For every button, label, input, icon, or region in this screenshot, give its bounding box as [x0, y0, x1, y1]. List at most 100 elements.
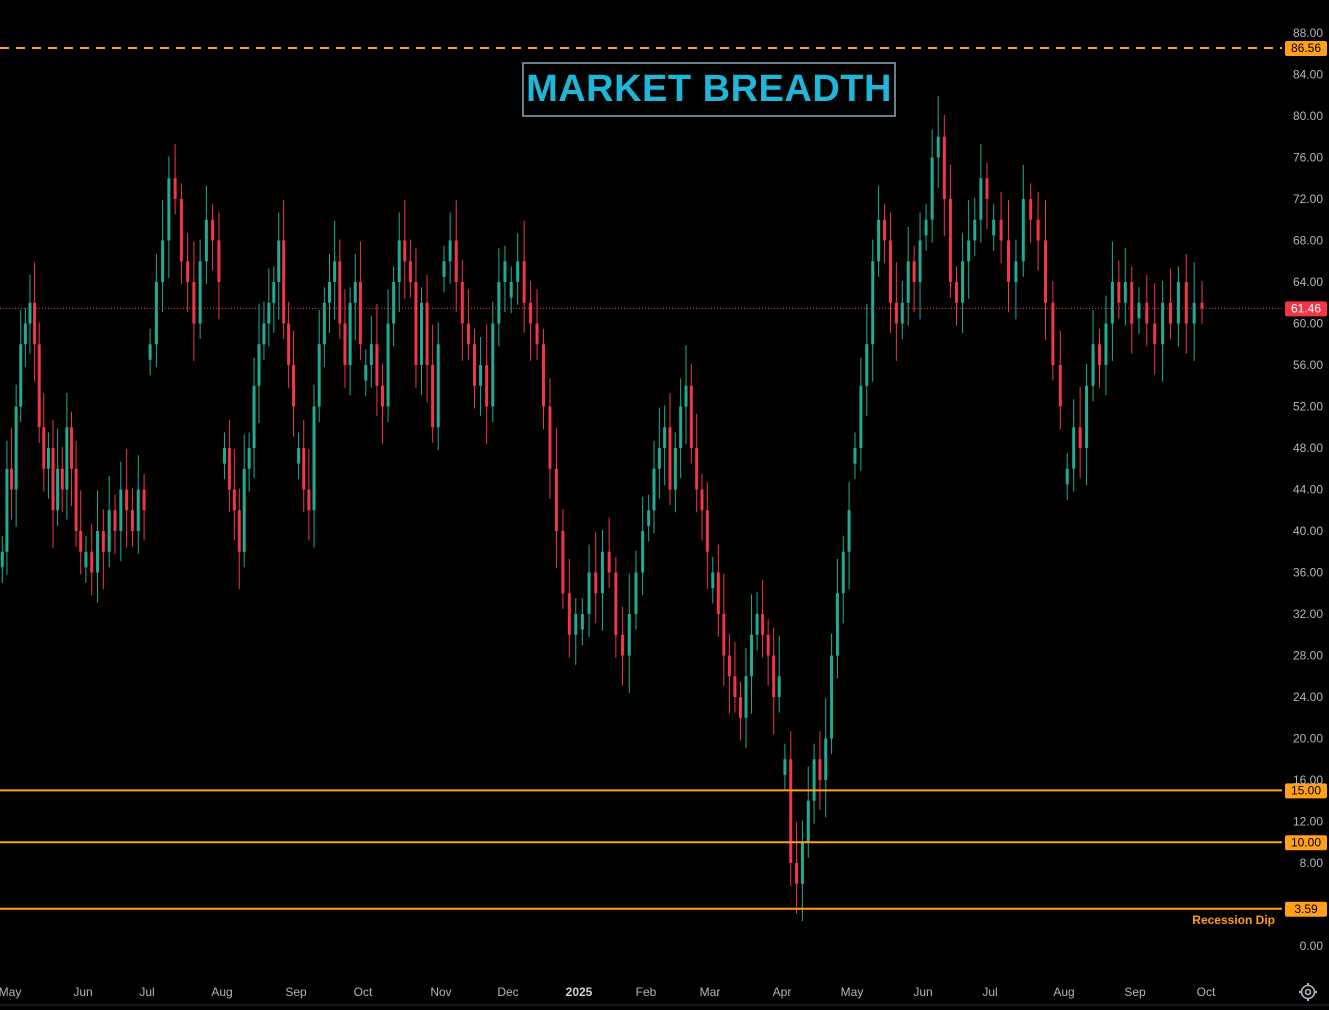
y-tick-label: 68.00 [1293, 234, 1323, 248]
candle [1192, 262, 1196, 361]
candle [529, 280, 533, 361]
candle [1051, 280, 1055, 381]
candle [830, 633, 834, 755]
level-label: 10.00 [1291, 835, 1321, 849]
candle [554, 428, 558, 569]
candle [652, 440, 656, 534]
candle [442, 245, 446, 293]
candle [948, 164, 952, 298]
candle [509, 266, 513, 314]
candle [10, 428, 14, 520]
candle [888, 212, 892, 333]
candle [282, 200, 286, 340]
candle [877, 185, 881, 277]
x-tick-label: Oct [354, 985, 373, 999]
candle [497, 247, 501, 347]
candle [733, 642, 737, 713]
level-annotation: Recession Dip [1192, 913, 1275, 927]
candle [700, 473, 704, 541]
candle [992, 204, 996, 251]
candle [561, 509, 565, 609]
level-label: 15.00 [1291, 783, 1321, 797]
candle [136, 455, 140, 554]
candle [227, 419, 231, 513]
candle [1184, 253, 1188, 354]
candle [46, 432, 50, 499]
candle [979, 144, 983, 243]
candle [967, 200, 971, 299]
candle [936, 96, 940, 188]
level-badge [1285, 40, 1327, 56]
candle [60, 446, 64, 513]
candle [647, 494, 651, 542]
y-tick-label: 56.00 [1293, 358, 1323, 372]
candle [806, 766, 810, 858]
y-tick-label: 12.00 [1293, 815, 1323, 829]
candle [42, 393, 46, 492]
chart-title: MARKET BREADTH [526, 68, 892, 110]
candle [722, 573, 726, 686]
candle [338, 239, 342, 340]
candle [317, 310, 321, 423]
candle [574, 598, 578, 665]
candle [705, 482, 709, 590]
candle [567, 559, 571, 658]
candle [343, 289, 347, 388]
candle [1176, 266, 1180, 347]
candle [369, 316, 373, 388]
y-tick-label: 20.00 [1293, 732, 1323, 746]
candle [119, 461, 123, 562]
candle [744, 648, 748, 748]
x-axis[interactable]: May Jun Jul Aug Sep Oct Nov Dec 2025 Feb Mar Apr May… [0, 985, 1329, 1006]
x-tick-label: Aug [211, 985, 232, 999]
candle [142, 473, 146, 541]
candle [522, 220, 526, 333]
x-tick-label: May [0, 985, 21, 999]
candle [302, 419, 306, 513]
candle [262, 301, 266, 360]
candle [1072, 399, 1076, 492]
gear-icon[interactable] [1298, 982, 1318, 1002]
y-tick-label: 36.00 [1293, 566, 1323, 580]
candle [1145, 274, 1149, 347]
candle [454, 200, 458, 313]
candle [535, 289, 539, 360]
y-tick-label: 16.00 [1293, 773, 1323, 787]
candle [999, 191, 1003, 264]
candle [812, 743, 816, 824]
x-tick-label: Aug [1053, 985, 1074, 999]
x-tick-label: Oct [1197, 985, 1216, 999]
candle [824, 698, 828, 818]
y-axis[interactable]: 88.00 84.00 80.00 76.00 72.00 68.00 64.00 60.00… [1293, 26, 1323, 953]
candle [353, 253, 357, 341]
candle [23, 307, 27, 368]
candle [0, 536, 4, 583]
candle [1058, 330, 1062, 430]
x-tick-label: Sep [1124, 985, 1146, 999]
candle [33, 262, 37, 382]
candlestick-series [0, 96, 1204, 922]
x-tick-label: Mar [700, 985, 721, 999]
candle [663, 405, 667, 486]
y-tick-label: 40.00 [1293, 524, 1323, 538]
candle [918, 212, 922, 320]
candle [1123, 247, 1127, 326]
level-badge [1285, 901, 1327, 917]
candle [772, 627, 776, 735]
candle [466, 289, 470, 360]
candle [414, 247, 418, 388]
x-tick-label: May [841, 985, 864, 999]
candle [614, 556, 618, 658]
candle [1044, 200, 1047, 341]
x-tick-label: Jul [139, 985, 154, 999]
candle [1137, 287, 1141, 334]
x-tick-label: Nov [430, 985, 451, 999]
candle [727, 633, 731, 714]
candle [292, 330, 296, 437]
candle [242, 434, 246, 568]
candle [800, 820, 804, 922]
candle [859, 357, 863, 471]
candle [853, 432, 857, 480]
candle [222, 432, 226, 480]
